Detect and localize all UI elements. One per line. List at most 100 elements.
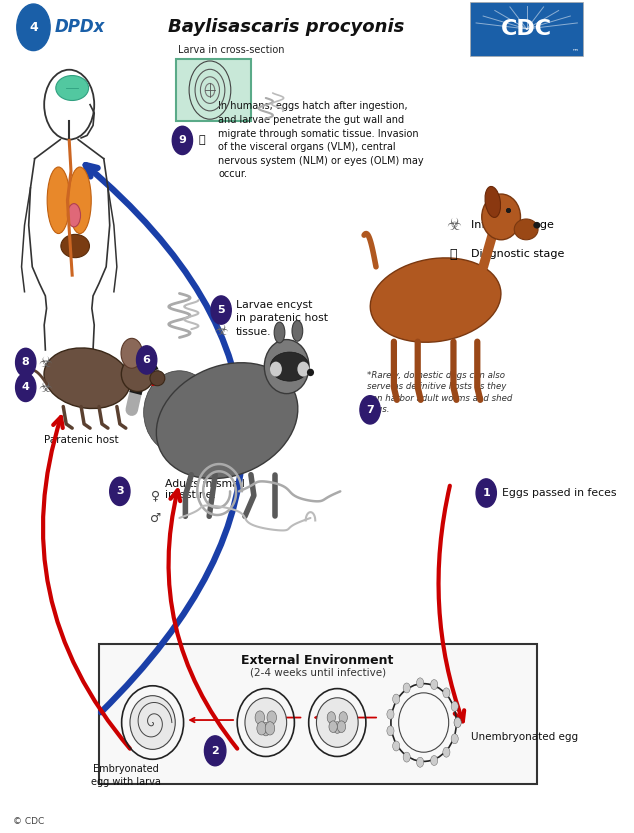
- Text: External Environment: External Environment: [242, 655, 394, 667]
- Ellipse shape: [144, 371, 215, 454]
- Text: 6: 6: [143, 355, 151, 365]
- Text: In humans, eggs hatch after ingestion,
and larvae penetrate the gut wall and
mig: In humans, eggs hatch after ingestion, a…: [218, 102, 424, 179]
- Text: ☣: ☣: [446, 217, 461, 234]
- Circle shape: [387, 709, 394, 719]
- Ellipse shape: [47, 167, 70, 233]
- Text: ☣: ☣: [39, 355, 52, 370]
- Ellipse shape: [61, 234, 89, 257]
- Ellipse shape: [245, 698, 287, 747]
- Circle shape: [451, 701, 458, 711]
- Text: Larva in cross-section: Larva in cross-section: [178, 45, 284, 55]
- Ellipse shape: [270, 362, 282, 377]
- Circle shape: [121, 338, 143, 368]
- Text: 2: 2: [211, 746, 219, 756]
- Ellipse shape: [264, 340, 309, 394]
- Ellipse shape: [297, 362, 309, 377]
- Circle shape: [387, 726, 394, 736]
- Circle shape: [267, 711, 276, 724]
- Text: 4: 4: [22, 382, 30, 392]
- Circle shape: [110, 477, 130, 506]
- Circle shape: [392, 694, 400, 704]
- Ellipse shape: [307, 369, 314, 377]
- Text: Eggs passed in feces: Eggs passed in feces: [502, 488, 617, 498]
- Text: ♀: ♀: [151, 489, 160, 502]
- Text: ™: ™: [572, 48, 579, 54]
- Ellipse shape: [482, 194, 521, 240]
- Text: DPDx: DPDx: [55, 18, 105, 37]
- Circle shape: [476, 479, 496, 507]
- Text: (2-4 weeks until infective): (2-4 weeks until infective): [250, 667, 385, 678]
- Circle shape: [265, 721, 275, 735]
- Circle shape: [136, 346, 157, 374]
- FancyBboxPatch shape: [176, 59, 251, 122]
- Ellipse shape: [121, 357, 154, 392]
- Ellipse shape: [270, 352, 309, 382]
- Circle shape: [172, 127, 193, 155]
- Text: ☣: ☣: [39, 380, 52, 395]
- Text: © CDC: © CDC: [13, 816, 44, 826]
- Circle shape: [211, 296, 231, 324]
- Text: CDC: CDC: [501, 19, 552, 39]
- Text: Paratenic host: Paratenic host: [44, 435, 119, 445]
- Text: 4: 4: [29, 21, 38, 34]
- Circle shape: [337, 721, 346, 732]
- Circle shape: [257, 721, 266, 735]
- Circle shape: [16, 4, 50, 51]
- FancyBboxPatch shape: [99, 645, 537, 784]
- Circle shape: [451, 734, 458, 744]
- Ellipse shape: [370, 258, 501, 342]
- Ellipse shape: [316, 698, 358, 747]
- Ellipse shape: [274, 322, 285, 343]
- Ellipse shape: [292, 321, 303, 342]
- Text: Diagnostic stage: Diagnostic stage: [471, 249, 565, 259]
- Circle shape: [327, 711, 335, 723]
- Circle shape: [430, 756, 437, 766]
- Text: Larvae encyst
in paratenic host
tissue.: Larvae encyst in paratenic host tissue.: [236, 300, 328, 337]
- Circle shape: [339, 711, 347, 723]
- Circle shape: [333, 721, 342, 733]
- Circle shape: [16, 348, 36, 377]
- Text: Baylisascaris procyonis: Baylisascaris procyonis: [169, 18, 405, 37]
- Circle shape: [443, 688, 450, 698]
- Text: 8: 8: [22, 357, 30, 367]
- Ellipse shape: [150, 371, 165, 386]
- Text: *Rarely, domestic dogs can also
serve as definitive hosts as they
can harbor adu: *Rarely, domestic dogs can also serve as…: [367, 371, 512, 414]
- Circle shape: [204, 736, 226, 766]
- Text: 🔬: 🔬: [198, 136, 205, 146]
- Text: ♂: ♂: [150, 511, 161, 525]
- Ellipse shape: [68, 167, 91, 233]
- Circle shape: [16, 373, 36, 402]
- Ellipse shape: [67, 203, 81, 227]
- Text: 1: 1: [482, 488, 490, 498]
- Circle shape: [454, 717, 461, 727]
- Circle shape: [430, 680, 437, 690]
- FancyBboxPatch shape: [470, 2, 583, 57]
- Text: 3: 3: [116, 486, 124, 496]
- Text: ☣: ☣: [214, 323, 228, 338]
- Ellipse shape: [56, 76, 89, 101]
- Circle shape: [255, 711, 264, 724]
- Circle shape: [417, 678, 424, 688]
- Ellipse shape: [130, 696, 175, 750]
- Ellipse shape: [533, 222, 540, 228]
- Text: 5: 5: [217, 305, 225, 315]
- Ellipse shape: [157, 362, 298, 479]
- Text: 7: 7: [366, 405, 374, 415]
- Circle shape: [403, 752, 410, 762]
- Circle shape: [454, 717, 461, 727]
- Circle shape: [443, 747, 450, 757]
- Text: Embryonated
egg with larva: Embryonated egg with larva: [91, 764, 161, 786]
- Text: 🔬: 🔬: [450, 248, 457, 261]
- Text: Adults in small
intestine.: Adults in small intestine.: [165, 479, 244, 501]
- Text: Infective stage: Infective stage: [471, 220, 554, 230]
- Ellipse shape: [44, 348, 130, 408]
- Circle shape: [392, 741, 400, 751]
- Ellipse shape: [514, 219, 538, 240]
- Text: 9: 9: [178, 136, 186, 146]
- Circle shape: [417, 757, 424, 767]
- Ellipse shape: [485, 187, 501, 217]
- Text: Unembryonated egg: Unembryonated egg: [471, 731, 578, 741]
- Circle shape: [360, 396, 380, 424]
- Circle shape: [329, 721, 337, 732]
- Circle shape: [261, 722, 271, 736]
